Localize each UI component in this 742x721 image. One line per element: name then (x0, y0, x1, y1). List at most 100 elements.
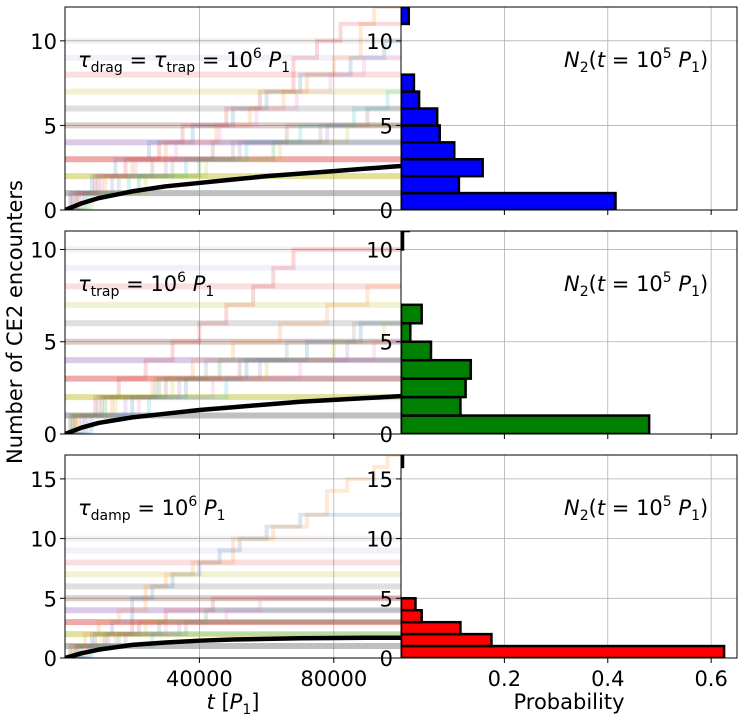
trajectory-0 (65, 38, 401, 210)
panel-bottom-left: 0 5 10 15 40000 80000 t [P1] τdamp = 106 P1 (30, 454, 402, 718)
annotation-bottom-right: N2(t = 105 P1) (564, 494, 708, 524)
histogram-bar-0 (401, 191, 617, 210)
histogram-bar-6 (401, 303, 423, 325)
annotation-middle-left: τtrap = 106 P1 (78, 270, 214, 300)
trajectory-4 (65, 620, 401, 658)
plot-area-bottom-left (65, 455, 401, 658)
histogram-bar-0 (401, 414, 651, 434)
panel-bottom-right: 0 5 10 15 0.2 0.4 0.6 Probability N2(t = 105 P1) (366, 454, 738, 714)
histogram-bar-1 (401, 174, 461, 195)
histogram-bar-5 (401, 322, 412, 343)
x-axis-label-bottom-left: t [P1] (207, 690, 260, 718)
trajectory-0 (65, 512, 401, 658)
figure-y-axis-label: Number of CE2 encounters (3, 180, 27, 464)
y-tick-label-0: 0 (44, 423, 57, 447)
y-tick-label-0: 0 (380, 647, 393, 671)
y-tick-label-10: 10 (30, 30, 57, 54)
x-tick-label-80000: 80000 (300, 667, 367, 691)
y-tick-label-0: 0 (44, 647, 57, 671)
trajectory-7 (65, 55, 401, 210)
trajectory-1 (65, 284, 401, 434)
y-tick-label-0: 0 (380, 423, 393, 447)
trajectory-6 (65, 596, 401, 658)
y-tick-label-10: 10 (30, 238, 57, 262)
histogram-bar-3 (401, 358, 473, 380)
trajectory-8 (65, 123, 401, 210)
y-tick-label-10: 10 (366, 30, 393, 54)
plot-area-middle-left (65, 246, 401, 434)
axes-frame-middle-right (400, 230, 738, 435)
y-tick-label-5: 5 (380, 114, 393, 138)
y-tick-label-5: 5 (44, 331, 57, 355)
x-tick-label-0.6: 0.6 (694, 667, 727, 691)
annotation-middle-right: N2(t = 105 P1) (564, 270, 708, 300)
histogram-bar-2 (401, 620, 462, 636)
panel-top-right: 0 5 10 N2(t = 105 P1) (366, 6, 738, 223)
histogram-bar-6 (401, 90, 421, 110)
axes-frame-top-right (400, 6, 738, 211)
y-tick-label-15: 15 (366, 468, 393, 492)
trajectory-1 (65, 7, 401, 210)
trajectory-2 (65, 21, 401, 210)
plot-area-top-left (65, 7, 401, 210)
x-tick-label-0.2: 0.2 (488, 667, 521, 691)
trajectory-4 (65, 339, 401, 434)
trajectory-6 (65, 89, 401, 210)
mean-curve (65, 635, 401, 658)
x-tick-label-40000: 40000 (166, 667, 233, 691)
plot-area-top-right (401, 7, 617, 210)
y-tick-label-0: 0 (44, 199, 57, 223)
histogram-bar-16 (401, 455, 405, 469)
trajectory-1 (65, 455, 401, 658)
mean-curve (65, 393, 401, 434)
histogram-bar-2 (401, 377, 467, 399)
y-tick-label-5: 5 (380, 331, 393, 355)
histogram-bar-11 (401, 7, 411, 26)
trajectory-5 (65, 106, 401, 210)
trajectory-9 (65, 321, 401, 434)
trajectory-2 (65, 596, 401, 658)
histogram-bar-4 (401, 597, 417, 612)
trajectory-6 (65, 339, 401, 434)
y-tick-label-5: 5 (380, 587, 393, 611)
histogram-bar-1 (401, 395, 462, 417)
annotation-top-left: τdrag = τtrap = 106 P1 (78, 46, 290, 76)
x-tick-label-0.4: 0.4 (591, 667, 624, 691)
trajectory-5 (65, 358, 401, 434)
y-tick-label-10: 10 (30, 528, 57, 552)
histogram-bar-2 (401, 158, 484, 178)
plot-area-middle-right (401, 231, 651, 434)
mean-curve (65, 163, 401, 210)
trajectory-2 (65, 321, 401, 434)
histogram-bar-7 (401, 73, 416, 93)
y-tick-label-5: 5 (44, 587, 57, 611)
panel-middle-left: 0 5 10 τtrap = 106 P1 (30, 230, 402, 447)
histogram-bar-1 (401, 632, 493, 648)
axes-frame-bottom-right (400, 454, 738, 659)
histogram-bar-0 (401, 644, 726, 658)
histogram-bar-3 (401, 608, 423, 624)
histogram-bar-3 (401, 141, 456, 161)
trajectory-7 (65, 376, 401, 434)
histogram-bar-11 (401, 231, 411, 233)
trajectory-8 (65, 321, 401, 434)
panel-top-left: 0 5 10 τdrag = τtrap = 106 P1 (30, 6, 402, 223)
panels-layer: 0 5 10 τdrag = τtrap = 106 P1 0 5 10 N2(t = 105… (30, 6, 738, 718)
y-tick-label-10: 10 (366, 528, 393, 552)
annotation-bottom-left: τdamp = 106 P1 (78, 494, 226, 524)
y-tick-label-15: 15 (30, 468, 57, 492)
annotation-top-right: N2(t = 105 P1) (564, 46, 708, 76)
histogram-bar-4 (401, 340, 433, 362)
y-tick-label-5: 5 (44, 114, 57, 138)
histogram-bar-5 (401, 107, 439, 127)
y-tick-label-0: 0 (380, 199, 393, 223)
plot-area-bottom-right (401, 455, 726, 658)
panel-middle-right: 0 5 10 N2(t = 105 P1) (366, 230, 738, 447)
histogram-bar-4 (401, 124, 442, 144)
trajectory-0 (65, 247, 401, 434)
histogram-bar-10 (401, 231, 405, 251)
x-axis-label-bottom-right: Probability (513, 690, 624, 714)
trajectory-9 (65, 123, 401, 210)
trajectory-3 (65, 358, 401, 434)
